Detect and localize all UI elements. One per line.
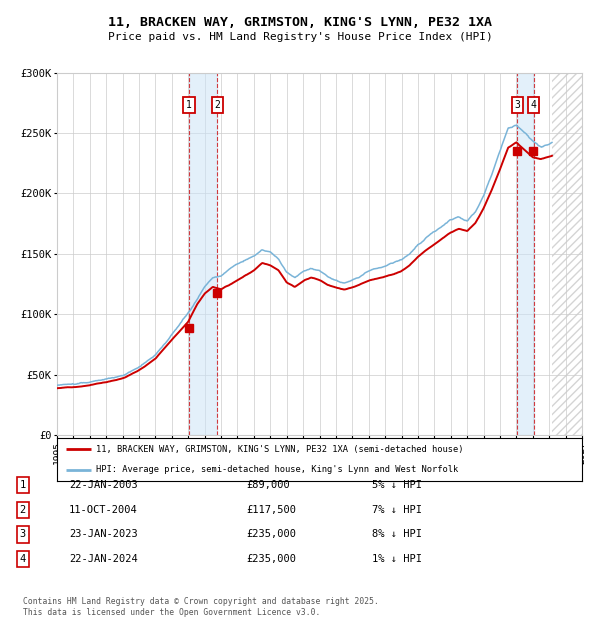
Text: 1: 1 bbox=[186, 100, 192, 110]
Text: 11, BRACKEN WAY, GRIMSTON, KING'S LYNN, PE32 1XA (semi-detached house): 11, BRACKEN WAY, GRIMSTON, KING'S LYNN, … bbox=[97, 445, 464, 454]
Text: £235,000: £235,000 bbox=[246, 554, 296, 564]
Text: 3: 3 bbox=[20, 529, 26, 539]
Text: 4: 4 bbox=[20, 554, 26, 564]
Text: 1% ↓ HPI: 1% ↓ HPI bbox=[372, 554, 422, 564]
Text: £117,500: £117,500 bbox=[246, 505, 296, 515]
Text: 2: 2 bbox=[20, 505, 26, 515]
Text: 5% ↓ HPI: 5% ↓ HPI bbox=[372, 480, 422, 490]
Text: 1: 1 bbox=[20, 480, 26, 490]
Bar bbox=[189, 73, 217, 435]
Text: 4: 4 bbox=[530, 100, 536, 110]
Text: 23-JAN-2023: 23-JAN-2023 bbox=[69, 529, 138, 539]
Text: 7% ↓ HPI: 7% ↓ HPI bbox=[372, 505, 422, 515]
Text: 11, BRACKEN WAY, GRIMSTON, KING'S LYNN, PE32 1XA: 11, BRACKEN WAY, GRIMSTON, KING'S LYNN, … bbox=[108, 16, 492, 29]
Text: Price paid vs. HM Land Registry's House Price Index (HPI): Price paid vs. HM Land Registry's House … bbox=[107, 32, 493, 42]
Text: 11-OCT-2004: 11-OCT-2004 bbox=[69, 505, 138, 515]
Text: £89,000: £89,000 bbox=[246, 480, 290, 490]
Text: 8% ↓ HPI: 8% ↓ HPI bbox=[372, 529, 422, 539]
Bar bbox=[552, 73, 582, 435]
Text: 22-JAN-2003: 22-JAN-2003 bbox=[69, 480, 138, 490]
Text: 3: 3 bbox=[514, 100, 520, 110]
Bar bbox=[517, 73, 533, 435]
Text: 22-JAN-2024: 22-JAN-2024 bbox=[69, 554, 138, 564]
Text: HPI: Average price, semi-detached house, King's Lynn and West Norfolk: HPI: Average price, semi-detached house,… bbox=[97, 465, 458, 474]
Text: Contains HM Land Registry data © Crown copyright and database right 2025.
This d: Contains HM Land Registry data © Crown c… bbox=[23, 598, 379, 617]
Text: 2: 2 bbox=[215, 100, 220, 110]
Text: £235,000: £235,000 bbox=[246, 529, 296, 539]
